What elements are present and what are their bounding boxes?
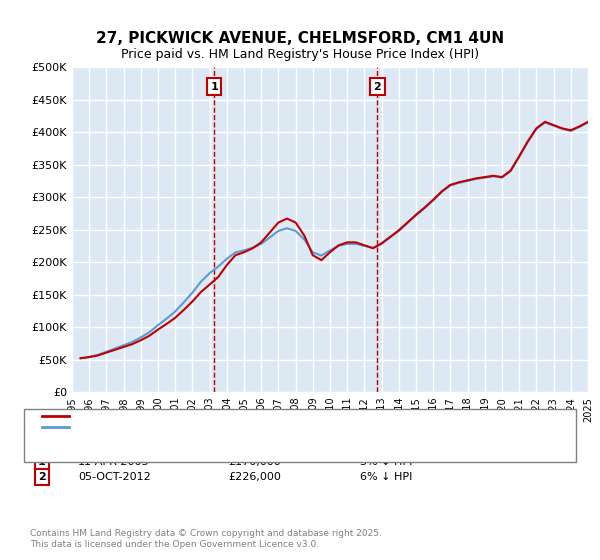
Text: 6% ↓ HPI: 6% ↓ HPI [360, 472, 412, 482]
Text: Contains HM Land Registry data © Crown copyright and database right 2025.
This d: Contains HM Land Registry data © Crown c… [30, 529, 382, 549]
Text: 3% ↓ HPI: 3% ↓ HPI [360, 457, 412, 467]
Text: 2: 2 [374, 82, 382, 92]
Text: Price paid vs. HM Land Registry's House Price Index (HPI): Price paid vs. HM Land Registry's House … [121, 48, 479, 60]
Text: HPI: Average price, semi-detached house, Chelmsford: HPI: Average price, semi-detached house,… [72, 422, 353, 432]
Text: £170,000: £170,000 [228, 457, 281, 467]
Text: 05-OCT-2012: 05-OCT-2012 [78, 472, 151, 482]
Text: 2: 2 [38, 472, 46, 482]
Text: 11-APR-2003: 11-APR-2003 [78, 457, 149, 467]
Text: 1: 1 [38, 457, 46, 467]
Text: 1: 1 [211, 82, 218, 92]
Text: 27, PICKWICK AVENUE, CHELMSFORD, CM1 4UN (semi-detached house): 27, PICKWICK AVENUE, CHELMSFORD, CM1 4UN… [72, 410, 445, 421]
Text: £226,000: £226,000 [228, 472, 281, 482]
Text: 27, PICKWICK AVENUE, CHELMSFORD, CM1 4UN: 27, PICKWICK AVENUE, CHELMSFORD, CM1 4UN [96, 31, 504, 46]
